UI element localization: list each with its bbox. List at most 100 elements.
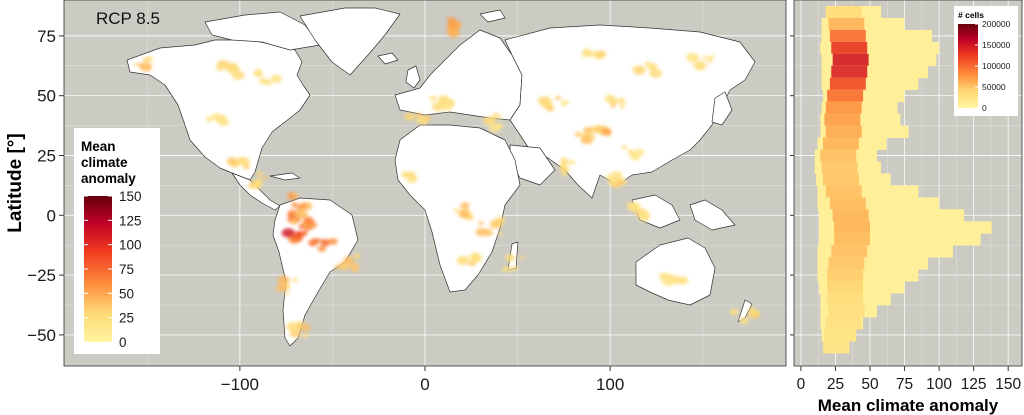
- map-anomaly-cell: [404, 112, 416, 121]
- map-anomaly-cell: [206, 117, 212, 121]
- map-anomaly-cell: [353, 253, 361, 259]
- land-asia: [504, 24, 756, 199]
- map-anomaly-cell: [707, 55, 715, 60]
- map-anomaly-cell: [555, 95, 562, 101]
- hist-cell-core: [831, 41, 868, 55]
- map-anomaly-cell: [605, 174, 614, 180]
- hist-cell-core: [820, 149, 857, 162]
- hist-cell-core: [827, 89, 864, 103]
- map-anomaly-cell: [561, 171, 568, 177]
- map-anomaly-cell: [349, 263, 360, 271]
- map-anomaly-cell: [505, 254, 516, 262]
- hist-x-tick-label: 0: [797, 376, 806, 393]
- hist-cell-core: [821, 161, 858, 174]
- map-anomaly-cells: [134, 17, 761, 338]
- land-greenland: [299, 7, 401, 76]
- map-x-tick-label: 0: [420, 375, 429, 394]
- map-anomaly-cell: [270, 75, 282, 83]
- hist-cell-core: [825, 185, 862, 198]
- map-anomaly-cell: [609, 99, 615, 104]
- map-anomaly-cell: [507, 266, 514, 272]
- hist-cell-core: [828, 17, 865, 31]
- histogram-panel-border: [793, 0, 1023, 367]
- map-legend-tick-label: 50: [119, 286, 134, 301]
- map-anomaly-cell: [328, 238, 338, 245]
- map-anomaly-cell: [334, 265, 341, 270]
- land-australia: [635, 237, 716, 306]
- map-anomaly-cell: [277, 275, 290, 285]
- y-axis-title: Latitude [°]: [5, 133, 26, 232]
- hist-cell-core: [825, 101, 862, 115]
- map-anomaly-cell: [601, 127, 612, 136]
- hist-cell-core: [832, 53, 869, 67]
- map-anomaly-cell: [615, 179, 624, 186]
- map-anomaly-cell: [676, 276, 689, 285]
- map-x-axis: −100 0 100: [221, 366, 624, 394]
- hist-x-tick-label: 100: [926, 376, 952, 393]
- hist-cell-core: [828, 305, 865, 318]
- hist-cell-core: [823, 173, 859, 186]
- map-y-axis: 75 50 25 0 −25 −50: [27, 27, 64, 345]
- land-caribbean: [269, 172, 301, 181]
- map-anomaly-cell: [250, 181, 262, 190]
- map-anomaly-cell: [320, 238, 331, 247]
- map-anomaly-cell: [650, 63, 657, 68]
- hist-cell-core: [827, 281, 864, 294]
- map-anomaly-cell: [739, 317, 750, 325]
- hist-legend-tick-label: 50000: [982, 82, 1006, 92]
- map-anomaly-cell: [256, 171, 263, 177]
- hist-x-tick-label: 125: [961, 376, 987, 393]
- hist-cell-core: [823, 340, 850, 354]
- map-legend-title-line3: anomaly: [81, 171, 136, 186]
- hist-legend-ticks: 200000 150000 100000 50000 0: [975, 19, 1011, 113]
- hist-cell-core: [831, 65, 868, 79]
- map-anomaly-cell: [619, 104, 626, 109]
- scenario-label: RCP 8.5: [96, 9, 160, 28]
- map-anomaly-cell: [211, 113, 220, 120]
- map-x-tick-label: 100: [596, 375, 624, 394]
- map-legend-tick-label: 125: [119, 213, 142, 228]
- map-anomaly-cell: [621, 145, 628, 150]
- map-anomaly-cell: [407, 176, 417, 184]
- map-anomaly-cell: [497, 232, 503, 236]
- hist-cell-core: [832, 209, 869, 222]
- hist-cell-core: [824, 328, 857, 342]
- map-anomaly-cell: [447, 28, 460, 38]
- x-axis-title: Mean climate anomaly: [818, 396, 999, 415]
- histogram-y-axis: [790, 35, 794, 336]
- hist-cell-core: [834, 233, 870, 246]
- map-anomaly-cell: [626, 201, 639, 211]
- map-anomaly-cell: [492, 112, 500, 118]
- map-anomaly-cell: [447, 21, 459, 30]
- map-anomaly-cell: [610, 104, 616, 108]
- land-arctic-islands: [204, 11, 321, 51]
- map-legend-tick-label: 100: [119, 238, 142, 253]
- map-anomaly-cell: [475, 227, 488, 237]
- map-anomaly-cell: [139, 62, 152, 72]
- map-anomaly-cell: [686, 53, 700, 63]
- histogram-colorbar-legend: # cells 200000 150000 100000 50000 0: [954, 6, 1018, 116]
- map-anomaly-cell: [468, 260, 477, 267]
- map-anomaly-cell: [303, 216, 314, 224]
- histogram-x-axis: 0 25 50 75 100 125 150: [797, 366, 1021, 393]
- map-anomaly-cell: [730, 311, 735, 316]
- map-anomaly-cell: [546, 105, 555, 112]
- map-anomaly-cell: [429, 95, 437, 102]
- land-britain: [405, 65, 421, 89]
- map-anomaly-cell: [634, 148, 645, 156]
- map-anomaly-cell: [134, 62, 139, 66]
- map-anomaly-cell: [300, 203, 307, 208]
- map-anomaly-cell: [401, 171, 412, 179]
- hist-cell-core: [825, 125, 862, 138]
- hist-cell-core: [827, 293, 864, 306]
- land-japan: [711, 91, 733, 126]
- hist-cell-core: [824, 113, 861, 126]
- land-iceland: [377, 52, 399, 65]
- hist-cell-core: [829, 197, 866, 210]
- histogram-panel: 0 25 50 75 100 125 150 Mean climate anomaly # …: [790, 0, 1023, 415]
- map-panel: RCP 8.5 −100 0 100 75 50 25 0 −25 −50 Latitude …: [5, 0, 787, 394]
- map-anomaly-cell: [470, 252, 480, 260]
- hist-cell-core: [834, 221, 870, 234]
- map-anomaly-cell: [661, 277, 675, 287]
- map-anomaly-cell: [216, 65, 224, 71]
